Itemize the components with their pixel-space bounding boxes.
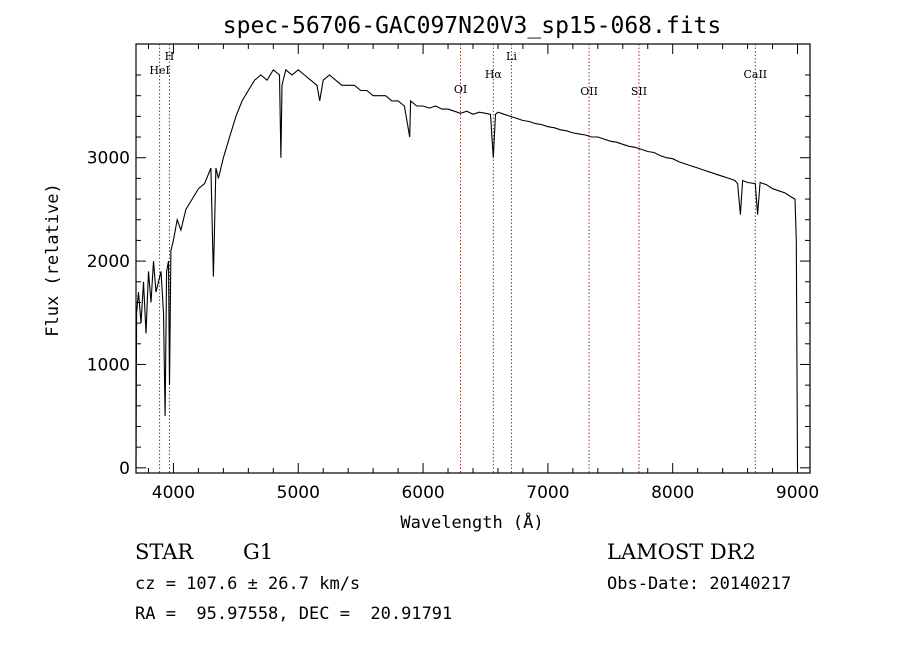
spectral-line-label: H	[165, 50, 175, 63]
x-tick-label: 6000	[401, 483, 444, 503]
x-tick-label: 8000	[651, 483, 694, 503]
plot-frame	[135, 43, 811, 474]
spectral-line-label: CaII	[743, 68, 767, 81]
spectral-line-label: HeI	[149, 64, 169, 77]
spectrum-line	[135, 68, 799, 468]
object-class: STAR	[135, 540, 194, 564]
spectral-line-label: SII	[631, 85, 647, 98]
spectral-line-label: Li	[506, 50, 517, 63]
object-subclass: G1	[243, 540, 274, 564]
spectral-line-label: OI	[454, 83, 467, 96]
redshift-readout: cz = 107.6 ± 26.7 km/s	[135, 574, 361, 594]
y-tick-label: 1000	[87, 355, 130, 375]
x-tick-label: 9000	[776, 483, 819, 503]
coordinates: RA = 95.97558, DEC = 20.91791	[135, 604, 453, 624]
x-tick-label: 4000	[152, 483, 195, 503]
y-axis-label: Flux (relative)	[43, 183, 63, 337]
survey-name: LAMOST DR2	[607, 540, 756, 564]
y-tick-label: 2000	[87, 252, 130, 272]
y-tick-label: 0	[119, 459, 130, 479]
spectral-line-label: Hα	[485, 68, 503, 81]
x-tick-label: 5000	[277, 483, 320, 503]
chart-title: spec-56706-GAC097N20V3_sp15-068.fits	[223, 13, 722, 39]
y-tick-label: 3000	[87, 149, 130, 169]
spectral-line-label: OII	[580, 85, 598, 98]
x-tick-label: 7000	[526, 483, 569, 503]
obs-date: Obs-Date: 20140217	[607, 574, 792, 594]
x-axis-label: Wavelength (Å)	[400, 511, 543, 533]
axis-ticks: 4000 5000 6000 7000 8000 9000 0 1000 2000 3000	[87, 44, 819, 503]
